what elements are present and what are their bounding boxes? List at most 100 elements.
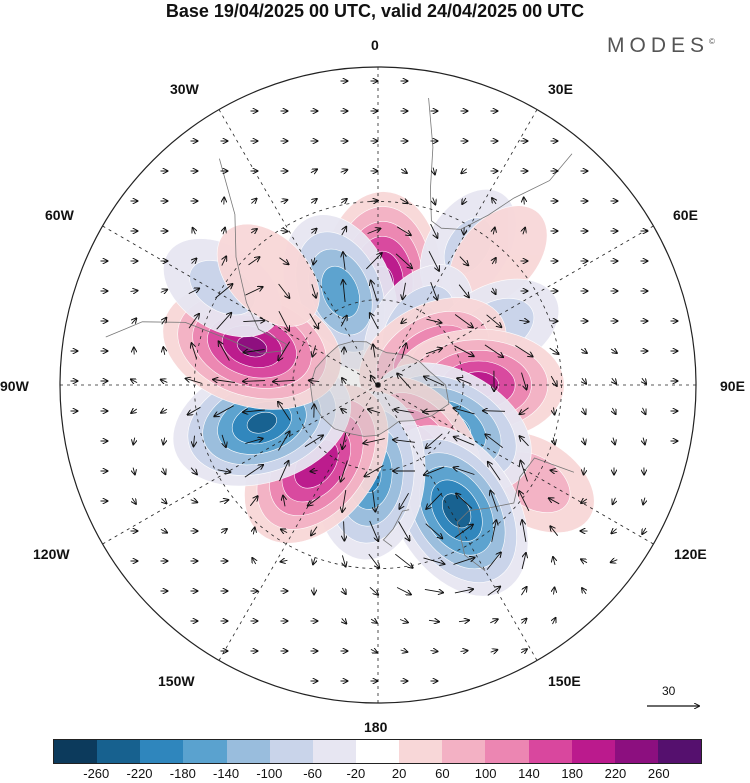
wind-arrow [213, 380, 235, 383]
wind-arrow [549, 347, 559, 354]
wind-arrow [363, 438, 385, 444]
wind-arrow [520, 407, 529, 414]
wind-arrow [217, 470, 231, 472]
colorbar-tick-label: 260 [647, 766, 670, 781]
wind-arrow [340, 316, 347, 327]
wind-arrow [642, 527, 646, 534]
wind-arrow [344, 521, 345, 540]
wind-arrow [428, 250, 439, 271]
colorbar-swatch [657, 740, 702, 763]
colorbar-swatch [269, 740, 313, 763]
wind-arrow [280, 200, 288, 202]
wind-arrow [454, 468, 475, 475]
wind-arrow [553, 618, 556, 625]
wind-arrow [188, 406, 201, 414]
colorbar-swatch [54, 740, 98, 763]
wind-arrow [370, 649, 377, 652]
wind-vectors [70, 81, 678, 681]
map-border [59, 66, 697, 704]
wind-arrow [492, 287, 495, 294]
wind-arrow [342, 227, 346, 236]
new-zealand-coastline [382, 509, 410, 547]
wind-arrow [460, 651, 468, 652]
wind-arrow [304, 435, 323, 447]
wind-arrow [222, 256, 226, 266]
wind-arrow [612, 407, 615, 414]
colorbar-tick-label: -140 [213, 766, 240, 781]
colorbar-ticks: -260 -220 -180 -140 -100 -60 -20 20 60 100 140 180 2… [53, 766, 702, 783]
wind-arrow [401, 343, 406, 359]
colorbar-tick-label: 140 [518, 766, 540, 781]
colorbar-swatch [614, 740, 658, 763]
wind-arrow [278, 310, 289, 331]
colorbar-swatch [97, 740, 141, 763]
wind-arrow [278, 341, 291, 361]
wind-arrow [160, 529, 167, 532]
colorbar-tick-label: 20 [391, 766, 407, 781]
wind-arrow [490, 650, 498, 652]
wind-arrow [273, 380, 296, 381]
wind-arrow [554, 588, 555, 595]
wind-arrow [612, 377, 616, 384]
wind-arrow [550, 375, 557, 386]
wind-arrow [458, 620, 469, 621]
wind-arrow [342, 555, 345, 566]
wind-arrow [311, 526, 318, 536]
colorbar-swatch [140, 740, 184, 763]
wind-arrow [643, 497, 645, 505]
wind-arrow [371, 281, 378, 302]
wind-arrow [433, 167, 435, 175]
wind-arrow [426, 319, 442, 323]
wind-arrow [220, 529, 227, 533]
wind-arrow [426, 492, 443, 509]
wind-arrow [133, 437, 134, 445]
wind-arrow [310, 199, 317, 203]
wind-arrow [311, 229, 316, 234]
wind-arrow [397, 374, 412, 389]
wind-arrow [485, 434, 503, 449]
colorbar-tick-label: 60 [435, 766, 450, 781]
wind-arrow [522, 619, 527, 624]
wind-arrow [582, 588, 586, 595]
wind-arrow [311, 471, 318, 472]
map-title: Base 19/04/2025 00 UTC, valid 24/04/2025… [165, 1, 585, 21]
copyright-mark: © [709, 37, 715, 46]
lon-label-30e: 30E [548, 81, 573, 97]
wind-arrow [163, 467, 166, 474]
wind-arrow [309, 313, 319, 329]
wind-arrow [162, 318, 167, 325]
wind-arrow [253, 528, 254, 535]
wind-arrow [132, 497, 136, 504]
wind-arrow [400, 169, 407, 173]
wind-arrow [342, 490, 347, 512]
wind-arrow [426, 433, 443, 448]
wind-arrow [281, 529, 288, 532]
wind-arrow [456, 494, 473, 509]
colorbar-swatch [442, 740, 486, 763]
wind-arrow [342, 587, 346, 594]
wind-arrow [428, 620, 439, 621]
wind-arrow [368, 553, 379, 568]
wind-arrow [131, 379, 138, 382]
colorbar-tick-label: 180 [561, 766, 584, 781]
wind-arrow [492, 258, 496, 265]
wind-arrow [550, 526, 559, 536]
wind-arrow [486, 314, 502, 327]
wind-arrow [192, 259, 197, 264]
wind-arrow [493, 228, 495, 235]
wind-arrow [194, 435, 195, 447]
wind-arrow [244, 465, 263, 478]
lon-label-60w: 60W [45, 207, 74, 223]
wind-arrow [395, 253, 412, 268]
wind-arrow [424, 466, 445, 475]
wind-arrow [433, 197, 436, 205]
lon-label-150w: 150W [158, 673, 195, 689]
wind-arrow [425, 523, 443, 539]
anomaly-contour [246, 411, 277, 434]
wind-arrow [643, 407, 646, 414]
colorbar-tick-label: -260 [83, 766, 110, 781]
wind-arrow [188, 288, 199, 295]
wind-arrow [311, 284, 316, 297]
wind-arrow [613, 437, 615, 445]
wind-arrow [313, 557, 315, 565]
